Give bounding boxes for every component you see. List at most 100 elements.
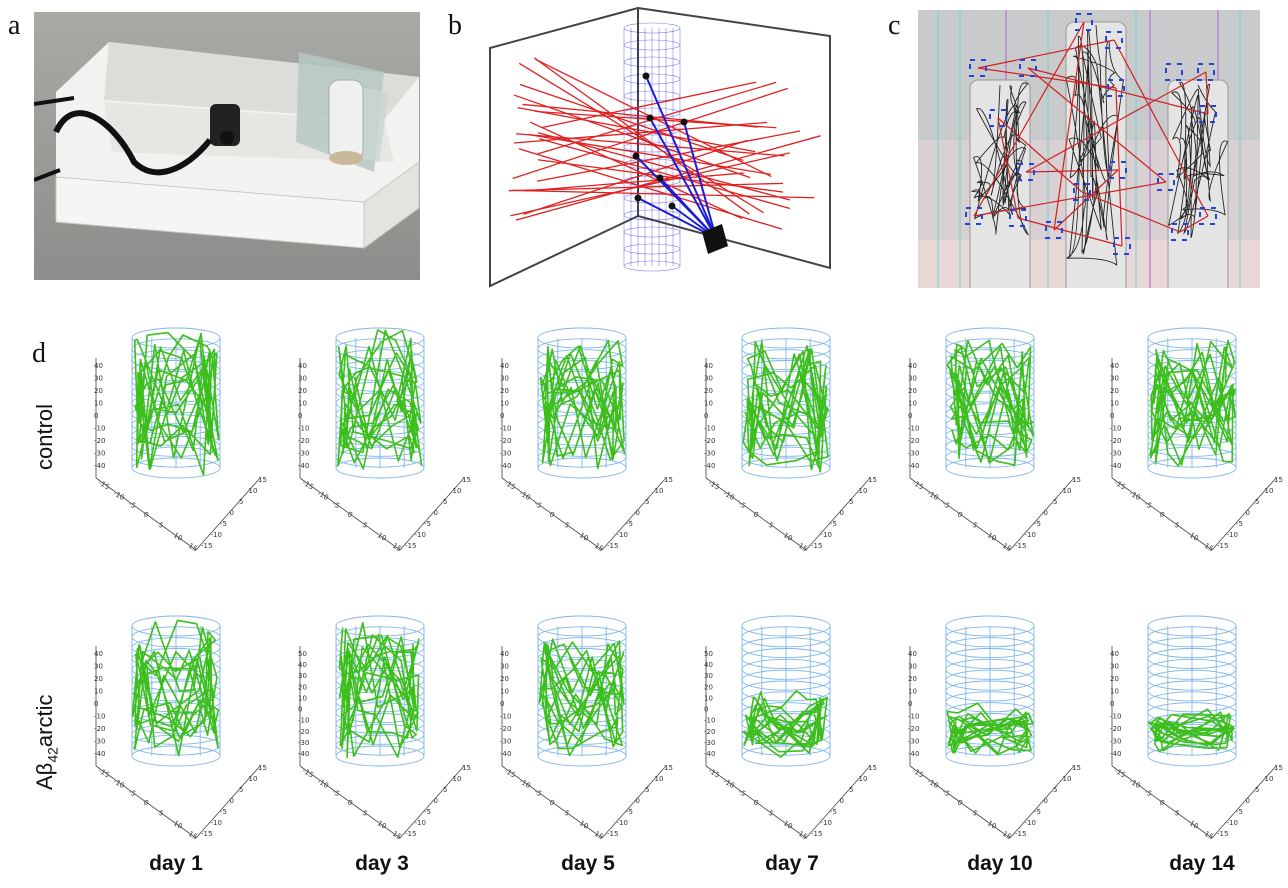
z-tick-label: 40 bbox=[704, 362, 713, 370]
y-tick-label: 0 bbox=[1044, 509, 1048, 517]
panel-label-a: a bbox=[8, 10, 21, 41]
y-tick-label: 0 bbox=[636, 797, 640, 805]
z-tick-label: 10 bbox=[908, 688, 917, 696]
x-tick-label: -15 bbox=[301, 767, 315, 780]
x-tick-label: -5 bbox=[1143, 500, 1153, 510]
z-tick-label: 20 bbox=[298, 387, 307, 395]
x-tick-label: 5 bbox=[1173, 809, 1181, 818]
x-tick-label: 15 bbox=[1203, 542, 1215, 553]
z-tick-label: -30 bbox=[94, 450, 105, 458]
y-tick-label: -10 bbox=[211, 531, 222, 539]
y-tick-label: 0 bbox=[840, 509, 844, 517]
z-tick-label: 50 bbox=[704, 650, 713, 658]
z-tick-label: -30 bbox=[704, 739, 715, 747]
trajectory-plot: -15 -10 -5 0 5 10 15 15 10 5 0 -5 -10 -15 40 30 20 10 0 -10… bbox=[702, 318, 892, 558]
y-tick-label: 5 bbox=[645, 786, 649, 794]
y-tick-label: 15 bbox=[868, 476, 877, 484]
floor-axes: -15-10-5051015151050-5-10-15403020100-10… bbox=[1110, 358, 1283, 553]
x-tick-label: -10 bbox=[518, 777, 532, 790]
camera-block bbox=[702, 224, 728, 254]
z-tick-label: 10 bbox=[704, 694, 713, 702]
x-tick-label: 15 bbox=[187, 830, 199, 841]
y-tick-label: -10 bbox=[617, 531, 628, 539]
floor-axes: -15-10-5051015151050-5-10-15403020100-10… bbox=[500, 646, 673, 841]
y-tick-label: -5 bbox=[424, 520, 431, 528]
y-tick-label: -10 bbox=[211, 819, 222, 827]
y-tick-label: -5 bbox=[1236, 520, 1243, 528]
z-tick-label: -10 bbox=[908, 425, 919, 433]
x-tick-label: -10 bbox=[926, 489, 940, 502]
y-tick-label: 5 bbox=[443, 786, 447, 794]
y-tick-label: -5 bbox=[830, 520, 837, 528]
x-tick-label: 15 bbox=[1001, 542, 1013, 553]
trajectory-plot: -15 -10 -5 0 5 10 15 15 10 5 0 -5 -10 -15 50 40 30 20 10 0-… bbox=[702, 606, 892, 846]
y-tick-label: 15 bbox=[1274, 764, 1283, 772]
y-tick-label: 15 bbox=[462, 476, 471, 484]
trajectory-plot: -15 -10 -5 0 5 10 15 15 10 5 0 -5 -10 -15 40 30 20 10 0 -10… bbox=[92, 318, 282, 558]
z-tick-label: 20 bbox=[500, 675, 509, 683]
z-tick-label: -30 bbox=[94, 738, 105, 746]
z-tick-label: 20 bbox=[908, 387, 917, 395]
y-tick-label: 5 bbox=[239, 786, 243, 794]
cylinder-wireframe bbox=[741, 327, 831, 479]
z-tick-label: -20 bbox=[704, 728, 715, 736]
z-tick-label: -40 bbox=[1110, 750, 1121, 758]
y-tick-label: 0 bbox=[1246, 509, 1250, 517]
y-tick-label: 5 bbox=[1255, 786, 1259, 794]
right-wall bbox=[637, 6, 831, 270]
x-tick-label: 0 bbox=[752, 510, 760, 519]
x-tick-label: -15 bbox=[503, 479, 517, 492]
left-wall bbox=[489, 6, 639, 288]
x-tick-label: -15 bbox=[911, 479, 925, 492]
day-label-3: day 3 bbox=[355, 852, 409, 875]
z-tick-label: 30 bbox=[704, 672, 713, 680]
z-tick-label: 10 bbox=[1110, 688, 1119, 696]
y-tick-label: -5 bbox=[626, 520, 633, 528]
x-tick-label: 15 bbox=[187, 542, 199, 553]
x-tick-label: -10 bbox=[926, 777, 940, 790]
z-tick-label: -30 bbox=[908, 450, 919, 458]
z-tick-label: 40 bbox=[1110, 650, 1119, 658]
row-label-abeta42arctic: Aβ42arctic bbox=[32, 694, 61, 790]
x-tick-label: 10 bbox=[578, 819, 590, 830]
y-tick-label: -5 bbox=[220, 808, 227, 816]
z-tick-label: 10 bbox=[1110, 400, 1119, 408]
x-tick-label: 5 bbox=[563, 809, 571, 818]
x-tick-label: -15 bbox=[707, 767, 721, 780]
z-tick-label: -20 bbox=[94, 725, 105, 733]
z-tick-label: -10 bbox=[908, 713, 919, 721]
x-tick-label: 10 bbox=[986, 819, 998, 830]
x-tick-label: -15 bbox=[1113, 479, 1127, 492]
y-tick-label: -5 bbox=[830, 808, 837, 816]
x-tick-label: 10 bbox=[1188, 819, 1200, 830]
z-tick-label: -10 bbox=[94, 425, 105, 433]
y-tick-label: 10 bbox=[1265, 487, 1274, 495]
y-tick-label: -15 bbox=[607, 542, 618, 550]
z-tick-label: 0 bbox=[704, 412, 708, 420]
z-tick-label: 10 bbox=[94, 400, 103, 408]
y-tick-label: 15 bbox=[462, 764, 471, 772]
x-tick-label: 15 bbox=[391, 542, 403, 553]
y-tick-label: 15 bbox=[258, 476, 267, 484]
z-tick-label: -10 bbox=[500, 713, 511, 721]
z-tick-label: 0 bbox=[908, 700, 912, 708]
trajectory-plot: -15 -10 -5 0 5 10 15 15 10 5 0 -5 -10 -15 40 30 20 10 0 -10… bbox=[1108, 606, 1288, 846]
y-tick-label: -5 bbox=[424, 808, 431, 816]
x-tick-label: 5 bbox=[157, 521, 165, 530]
x-tick-label: 15 bbox=[1203, 830, 1215, 841]
y-tick-label: -15 bbox=[607, 830, 618, 838]
z-tick-label: -30 bbox=[298, 739, 309, 747]
z-tick-label: 30 bbox=[298, 672, 307, 680]
z-tick-label: 40 bbox=[908, 650, 917, 658]
swim-trajectory bbox=[337, 329, 423, 470]
z-tick-label: 10 bbox=[298, 694, 307, 702]
z-tick-label: -10 bbox=[94, 713, 105, 721]
z-tick-label: 30 bbox=[500, 375, 509, 383]
swim-trajectory bbox=[131, 619, 220, 757]
y-tick-label: 5 bbox=[1053, 498, 1057, 506]
y-tick-label: -15 bbox=[405, 542, 416, 550]
y-tick-label: 5 bbox=[1053, 786, 1057, 794]
floor-axes: -15-10-5051015151050-5-10-1550403020100-… bbox=[704, 646, 877, 841]
x-tick-label: -5 bbox=[941, 788, 951, 798]
z-tick-label: -10 bbox=[298, 425, 309, 433]
